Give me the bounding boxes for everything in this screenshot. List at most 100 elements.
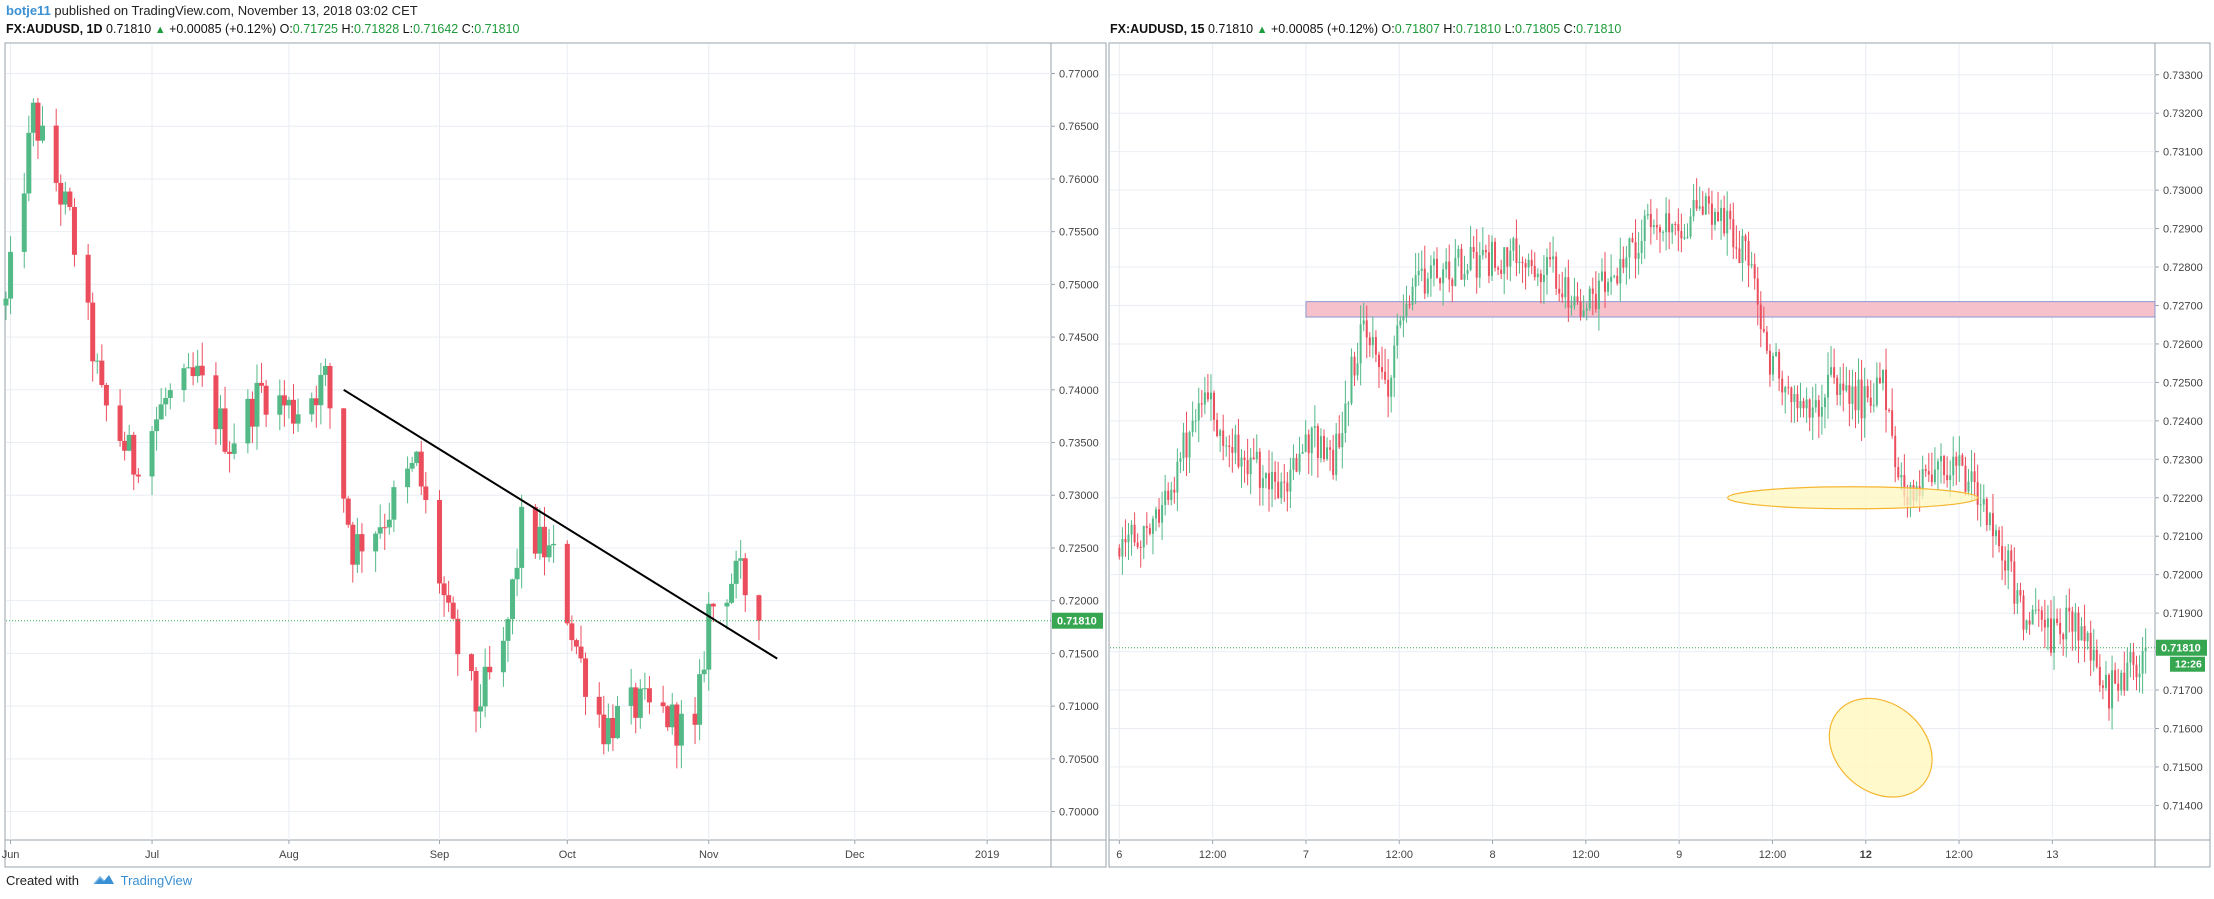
- right-candle: [1118, 547, 1121, 557]
- left-candle: [277, 395, 283, 415]
- left-high: 0.71828: [353, 22, 400, 36]
- left-candle: [724, 602, 730, 607]
- right-candle: [1420, 268, 1423, 271]
- right-candle: [1353, 356, 1356, 376]
- right-candle: [1448, 261, 1451, 280]
- right-countdown-badge: [2170, 656, 2205, 672]
- right-candle: [1631, 238, 1634, 243]
- right-candle: [1509, 250, 1512, 267]
- left-candle: [505, 619, 511, 641]
- right-y-tick-label: 0.72000: [2163, 570, 2203, 582]
- right-candle: [1952, 456, 1955, 476]
- created-with-text: Created with: [6, 873, 79, 888]
- tradingview-brand-link[interactable]: TradingView: [120, 873, 193, 888]
- left-x-tick-label: 2019: [975, 849, 999, 861]
- right-candle: [1295, 457, 1298, 472]
- right-candle: [1139, 546, 1142, 548]
- tradingview-logo-icon[interactable]: [93, 874, 115, 890]
- left-candle: [345, 498, 351, 525]
- left-candle: [227, 451, 233, 454]
- left-x-tick-label: Jun: [2, 849, 20, 861]
- right-candle: [1478, 255, 1481, 278]
- right-candle: [1445, 261, 1448, 270]
- left-y-tick-label: 0.71000: [1059, 701, 1099, 713]
- right-candle: [1518, 261, 1521, 263]
- right-candle: [1649, 213, 1652, 228]
- right-candle: [1530, 259, 1533, 266]
- left-chart-frame: [4, 42, 1107, 868]
- left-candles: [3, 97, 762, 769]
- right-candle: [1683, 237, 1686, 239]
- right-candle: [1891, 410, 1894, 436]
- left-candle: [628, 687, 634, 706]
- left-candle: [519, 506, 525, 568]
- right-candle: [1197, 403, 1200, 421]
- right-candle: [1298, 453, 1301, 472]
- right-candle: [1713, 212, 1716, 225]
- left-candle: [733, 560, 739, 584]
- left-candle: [222, 408, 228, 452]
- right-symbol[interactable]: FX:AUDUSD, 15: [1110, 22, 1205, 36]
- left-candle: [167, 390, 173, 398]
- right-candle: [1753, 264, 1756, 279]
- right-candle: [2013, 561, 2016, 604]
- right-candle: [1750, 264, 1753, 266]
- right-candle: [1475, 251, 1478, 278]
- right-change: +0.00085 (+0.12%): [1271, 22, 1379, 36]
- right-candle: [1387, 379, 1390, 397]
- right-candle: [1894, 435, 1897, 468]
- right-candle: [1582, 310, 1585, 317]
- right-candle: [1897, 467, 1900, 478]
- right-y-tick-label: 0.72600: [2163, 339, 2203, 351]
- left-y-tick-label: 0.70000: [1059, 807, 1099, 819]
- right-candle: [1866, 386, 1869, 398]
- left-candle: [295, 414, 301, 424]
- right-candle: [2043, 619, 2046, 628]
- right-candle: [1539, 273, 1542, 282]
- right-candle: [1772, 355, 1775, 375]
- right-candle: [1365, 320, 1368, 338]
- right-candle: [1613, 275, 1616, 277]
- right-candle: [1863, 386, 1866, 419]
- left-candle: [30, 102, 36, 133]
- right-candle: [1961, 455, 1964, 466]
- right-candle: [1167, 490, 1170, 500]
- right-candle: [2135, 664, 2138, 678]
- left-candle: [117, 405, 123, 441]
- right-candle: [1381, 367, 1384, 372]
- right-candle: [1411, 286, 1414, 305]
- right-candle: [1347, 403, 1350, 405]
- left-candle: [158, 404, 164, 420]
- right-candle: [1301, 451, 1304, 454]
- right-candle: [1677, 224, 1680, 232]
- left-candle: [71, 206, 77, 255]
- left-last-price-label: 0.71810: [1057, 616, 1097, 628]
- footer: Created with TradingView: [6, 873, 192, 890]
- left-candle: [665, 706, 671, 728]
- right-candle: [1594, 293, 1597, 310]
- left-candle: [254, 382, 260, 427]
- left-candle: [738, 558, 744, 561]
- right-candle: [1237, 434, 1240, 467]
- right-candle: [1600, 271, 1603, 281]
- right-candle: [2126, 662, 2129, 691]
- left-candle: [94, 360, 100, 362]
- left-symbol[interactable]: FX:AUDUSD, 1D: [6, 22, 103, 36]
- author-link[interactable]: botje11: [6, 3, 51, 18]
- right-candle: [1371, 337, 1374, 346]
- right-candle: [1457, 248, 1460, 258]
- left-x-tick-label: Dec: [845, 849, 865, 861]
- left-close: 0.71810: [474, 22, 520, 36]
- right-candle: [1665, 213, 1668, 233]
- right-candle: [1680, 231, 1683, 239]
- left-candle: [281, 395, 287, 406]
- left-candle: [500, 640, 506, 673]
- right-candle: [1994, 530, 1997, 537]
- right-candle: [1735, 247, 1738, 249]
- right-candle: [1481, 249, 1484, 256]
- right-candle: [1610, 276, 1613, 283]
- right-candle: [1264, 473, 1267, 479]
- right-candle: [1310, 427, 1313, 454]
- left-y-tick-label: 0.75000: [1059, 279, 1099, 291]
